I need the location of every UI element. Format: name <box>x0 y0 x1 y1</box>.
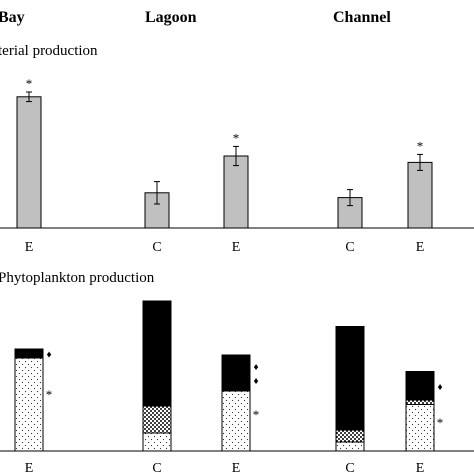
bar <box>407 161 433 229</box>
x-tick-label: C <box>152 240 161 255</box>
bar-segment-fine-dotted <box>14 357 44 452</box>
significance-mark: * <box>253 407 260 422</box>
site-label-bay: Bay <box>0 9 25 26</box>
x-tick-label: C <box>345 240 354 255</box>
bar-segment-fine-dotted <box>221 390 251 452</box>
x-tick-label: E <box>25 240 34 255</box>
significance-mark: * <box>46 387 53 402</box>
bar-segment-fine-dotted <box>405 404 435 452</box>
x-tick-label: E <box>416 240 425 255</box>
diamond-mark: ♦ <box>253 376 258 387</box>
significance-mark: * <box>26 76 33 91</box>
diamond-mark: ♦ <box>46 350 51 361</box>
bar-segment-solid <box>221 354 251 392</box>
bar-segment-coarse-dotted <box>335 429 365 443</box>
bar-segment-coarse-dotted <box>405 399 435 405</box>
panel-title-bacterial: terial production <box>0 43 98 59</box>
significance-mark: * <box>437 415 444 430</box>
x-tick-label: C <box>345 461 354 474</box>
diamond-mark: ♦ <box>253 362 258 373</box>
x-tick-label: E <box>232 461 241 474</box>
x-tick-label: E <box>416 461 425 474</box>
bar-segment-coarse-dotted <box>142 405 172 434</box>
x-tick-label: E <box>25 461 34 474</box>
diamond-mark: ♦ <box>437 382 442 393</box>
site-label-channel: Channel <box>333 9 391 26</box>
bar-segment-solid <box>335 326 365 431</box>
bar-segment-solid <box>14 348 44 359</box>
bacterial-production-bars: * E C * E C * E <box>16 76 433 255</box>
bar-segment-solid <box>142 300 172 407</box>
x-tick-label: C <box>152 461 161 474</box>
significance-mark: * <box>417 138 424 153</box>
significance-mark: * <box>233 130 240 145</box>
phytoplankton-production-bars: * ♦ E C * ♦ ♦ E C * ♦ E <box>14 300 444 474</box>
site-label-lagoon: Lagoon <box>145 9 197 26</box>
bar-segment-solid <box>405 371 435 401</box>
x-tick-label: E <box>232 240 241 255</box>
bar <box>16 96 42 229</box>
bar-segment-fine-dotted <box>142 432 172 452</box>
panel-title-phytoplankton: Phytoplankton production <box>0 270 155 286</box>
bar <box>223 155 249 229</box>
bar-segment-fine-dotted <box>335 441 365 452</box>
